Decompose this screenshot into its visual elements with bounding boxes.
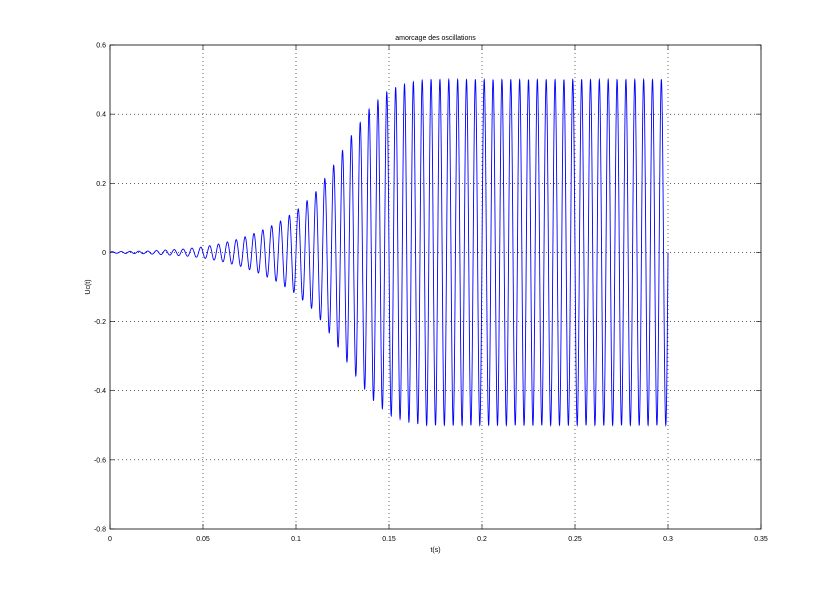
x-tick-label: 0.1 xyxy=(291,536,301,543)
x-tick-label: 0.3 xyxy=(663,536,673,543)
plot-frame xyxy=(109,44,762,530)
x-tick-label: 0 xyxy=(108,536,112,543)
x-ticks: 0 0.05 0.1 0.15 0.2 0.25 0.3 0.35 xyxy=(108,45,768,543)
y-tick-label: -0.8 xyxy=(94,527,106,534)
x-tick-label: 0.25 xyxy=(568,536,582,543)
x-axis-label: t(s) xyxy=(430,547,440,554)
y-tick-label: -0.4 xyxy=(94,388,106,395)
x-tick-label: 0.05 xyxy=(196,536,210,543)
y-tick-label: 0.6 xyxy=(96,43,106,50)
x-tick-label: 0.35 xyxy=(754,536,768,543)
chart-title: amorcage des oscillations xyxy=(395,35,476,42)
x-tick-label: 0.2 xyxy=(477,536,487,543)
y-axis-label: Uc(t) xyxy=(85,279,92,294)
y-tick-label: 0.2 xyxy=(96,181,106,188)
series-line xyxy=(109,77,669,428)
y-tick-label: -0.2 xyxy=(94,319,106,326)
grid xyxy=(110,45,761,529)
plot-area xyxy=(110,45,761,529)
y-tick-label: 0.4 xyxy=(96,112,106,119)
x-tick-label: 0.15 xyxy=(382,536,396,543)
y-tick-label: 0 xyxy=(102,250,106,257)
y-tick-label: -0.6 xyxy=(94,457,106,464)
